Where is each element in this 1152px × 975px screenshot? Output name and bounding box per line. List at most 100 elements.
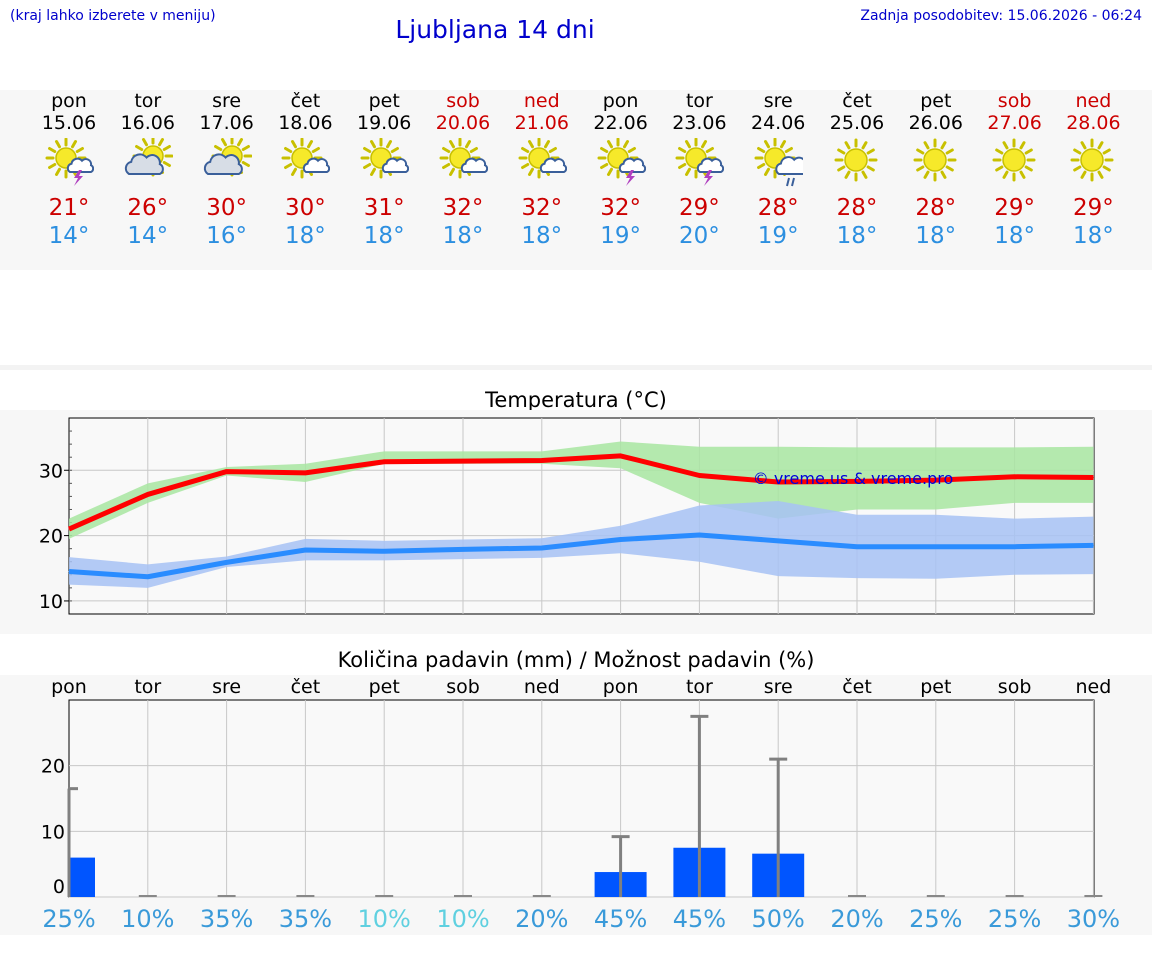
menu-hint: (kraj lahko izberete v meniju)	[10, 8, 216, 24]
day-name: tor	[134, 90, 162, 112]
sun-icon	[992, 138, 1036, 182]
x-day-label: sre	[212, 676, 241, 698]
min-temp-point	[1014, 546, 1016, 548]
x-day-label: čet	[291, 676, 321, 698]
precip-probability: 35%	[279, 905, 332, 933]
forecast-strip	[0, 90, 1152, 270]
max-temp-point	[1014, 476, 1016, 478]
plot-area	[68, 699, 1095, 898]
x-day-label: sre	[764, 676, 793, 698]
temp-min: 18°	[915, 223, 957, 249]
max-temp-line	[67, 453, 1094, 532]
precip-probability: 25%	[909, 905, 962, 933]
sun-cloud-thunder-icon	[45, 138, 94, 186]
day-column: sob 27.06 29° 18°	[975, 90, 1054, 250]
sun-small-cloud-icon	[518, 138, 567, 179]
min-temp-point	[1092, 544, 1094, 546]
min-temp-point	[777, 540, 779, 542]
precip-probability: 10%	[436, 905, 489, 933]
day-column: pon 15.06 21° 14°	[30, 90, 109, 250]
temp-max: 31°	[363, 195, 405, 221]
temp-max: 29°	[994, 195, 1035, 221]
sun-small-cloud-icon	[439, 138, 488, 179]
min-temp-point	[226, 561, 228, 563]
day-date: 27.06	[987, 112, 1042, 134]
day-column: pon 22.06 32° 19°	[581, 90, 660, 250]
day-name: tor	[685, 90, 713, 112]
sun-cloud-thunder-icon	[675, 138, 725, 186]
day-name: pon	[602, 90, 639, 112]
day-column: ned 21.06 32° 18°	[502, 90, 581, 250]
day-name: ned	[1075, 90, 1112, 112]
max-temp-point	[1092, 476, 1094, 478]
day-column: ned 28.06 29° 18°	[1054, 90, 1133, 250]
temp-max: 32°	[442, 195, 484, 221]
max-temp-band	[69, 441, 1094, 539]
temp-max: 32°	[521, 195, 563, 221]
temp-min: 18°	[994, 223, 1035, 249]
page-title: Ljubljana 14 dni	[395, 15, 595, 44]
day-name: pet	[368, 90, 400, 112]
temp-max: 29°	[679, 195, 720, 221]
temp-min: 14°	[127, 223, 169, 249]
min-temp-point	[147, 576, 149, 578]
sun-icon	[1070, 138, 1114, 182]
min-temp-point	[383, 550, 385, 552]
day-name: čet	[290, 90, 321, 112]
day-date: 15.06	[41, 112, 97, 134]
day-column: tor 23.06 29° 20°	[660, 90, 739, 250]
day-column: tor 16.06 26° 14°	[108, 90, 187, 250]
day-date: 26.06	[908, 112, 963, 134]
x-day-label: sob	[446, 676, 480, 698]
x-day-label: pet	[369, 676, 400, 698]
y-tick-label: 20	[41, 756, 65, 778]
day-column: sob 20.06 32° 18°	[424, 90, 503, 250]
day-column: sre 24.06 28° 19°	[739, 90, 818, 250]
min-temp-point	[856, 546, 858, 548]
precip-chart-title: Količina padavin (mm) / Možnost padavin …	[337, 648, 815, 672]
day-date: 18.06	[278, 112, 333, 134]
x-day-label: ned	[524, 676, 560, 698]
x-day-label: pet	[920, 676, 951, 698]
min-temp-point	[620, 539, 622, 541]
day-name: sre	[212, 90, 242, 112]
sun-small-cloud-icon	[281, 138, 331, 179]
day-date: 25.06	[829, 112, 885, 134]
temp-min: 18°	[442, 223, 484, 249]
min-temp-point	[68, 571, 70, 573]
temp-min: 18°	[521, 223, 563, 249]
day-date: 22.06	[593, 112, 648, 134]
max-temp-point	[462, 460, 464, 462]
day-column: čet 18.06 30° 18°	[266, 90, 345, 250]
precip-probability: 20%	[515, 905, 568, 933]
sun-icon	[834, 138, 878, 182]
day-date: 16.06	[120, 112, 175, 134]
day-date: 24.06	[750, 112, 806, 134]
day-name: pet	[920, 90, 952, 112]
sun-cloud-thunder-icon	[597, 138, 646, 186]
temp-min: 14°	[48, 223, 90, 249]
precip-probability: 50%	[752, 905, 805, 933]
sun-behind-cloud-icon	[124, 138, 173, 177]
x-day-label: tor	[686, 676, 713, 698]
day-name: čet	[842, 90, 872, 112]
max-temp-point	[620, 455, 622, 457]
day-date: 17.06	[199, 112, 254, 134]
sun-icon	[913, 138, 957, 182]
temp-min: 16°	[206, 223, 247, 249]
day-name: sob	[997, 90, 1032, 112]
max-temp-point	[777, 481, 779, 483]
min-temp-point	[935, 546, 937, 548]
temp-min: 19°	[757, 223, 799, 249]
day-name: pon	[51, 90, 87, 112]
y-tick-label: 10	[39, 591, 63, 613]
temp-min: 18°	[363, 223, 405, 249]
day-column: pet 19.06 31° 18°	[345, 90, 424, 250]
y-tick-label: 10	[41, 821, 65, 843]
min-temp-point	[304, 549, 306, 551]
precip-probability: 25%	[42, 905, 95, 933]
sun-small-cloud-icon	[360, 138, 410, 179]
temp-max: 30°	[206, 195, 247, 221]
max-temp-point	[68, 528, 70, 530]
min-temp-point	[541, 547, 543, 549]
